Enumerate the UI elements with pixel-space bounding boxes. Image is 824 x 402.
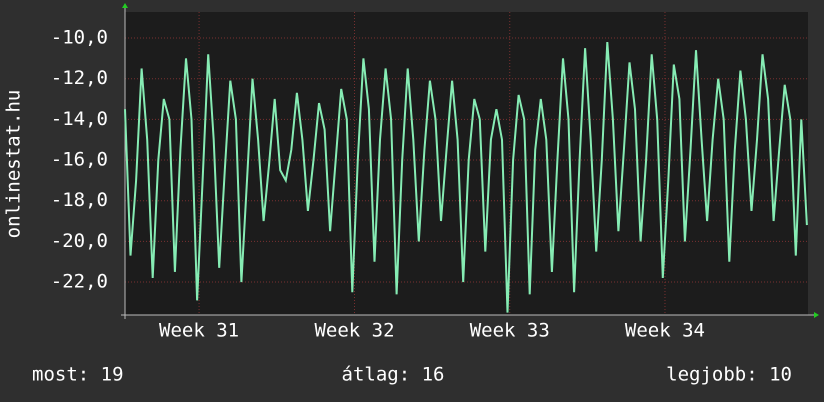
line-series: [124, 42, 808, 313]
x-tick-label: Week 34: [625, 320, 705, 342]
y-axis-label: onlinestat.hu: [3, 90, 25, 239]
axis-arrow: [814, 312, 819, 318]
y-tick-label: -18,0: [51, 189, 108, 211]
plot-area: [125, 12, 808, 315]
legend-item: most: 19: [32, 364, 124, 386]
x-tick-label: Week 33: [470, 320, 550, 342]
y-tick-label: -12,0: [51, 67, 108, 89]
y-tick-label: -22,0: [51, 271, 108, 293]
y-tick-label: -16,0: [51, 149, 108, 171]
legend-item: átlag: 16: [342, 364, 445, 386]
axis-arrow: [122, 3, 128, 8]
y-tick-label: -14,0: [51, 108, 108, 130]
x-tick-label: Week 32: [314, 320, 394, 342]
x-tick-label: Week 31: [159, 320, 239, 342]
y-tick-label: -10,0: [51, 27, 108, 49]
y-tick-label: -20,0: [51, 230, 108, 252]
legend-item: legjobb: 10: [666, 364, 792, 386]
